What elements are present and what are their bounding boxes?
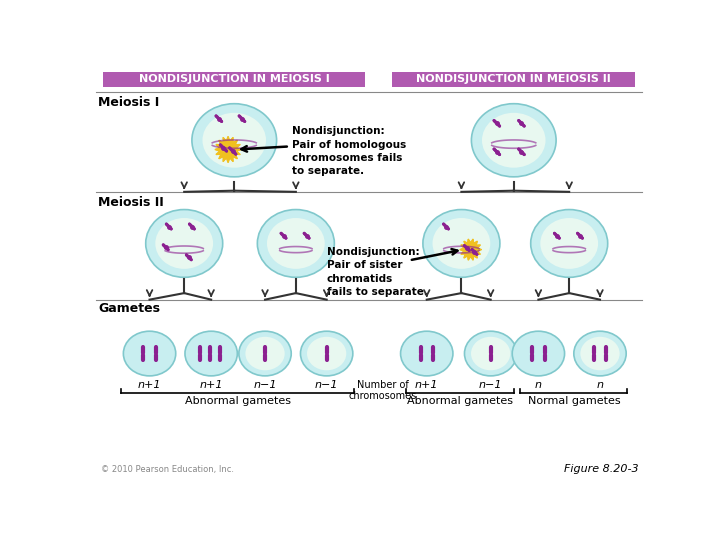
Ellipse shape — [156, 218, 213, 269]
Ellipse shape — [202, 113, 266, 168]
Text: © 2010 Pearson Education, Inc.: © 2010 Pearson Education, Inc. — [101, 465, 234, 475]
Ellipse shape — [433, 218, 490, 269]
Ellipse shape — [123, 331, 176, 376]
Ellipse shape — [540, 218, 598, 269]
Text: Gametes: Gametes — [98, 302, 160, 315]
Ellipse shape — [512, 331, 564, 376]
Text: n−1: n−1 — [315, 381, 338, 390]
Text: n+1: n+1 — [199, 381, 223, 390]
Ellipse shape — [423, 210, 500, 278]
Ellipse shape — [300, 331, 353, 376]
Text: Nondisjunction:
Pair of sister
chromatids
fails to separate.: Nondisjunction: Pair of sister chromatid… — [327, 247, 428, 297]
FancyBboxPatch shape — [392, 72, 634, 87]
Ellipse shape — [239, 331, 291, 376]
Ellipse shape — [185, 331, 238, 376]
Text: Normal gametes: Normal gametes — [528, 396, 620, 406]
Ellipse shape — [307, 337, 346, 370]
Text: Figure 8.20-3: Figure 8.20-3 — [564, 464, 639, 475]
Ellipse shape — [400, 331, 453, 376]
Text: n−1: n−1 — [479, 381, 503, 390]
Text: NONDISJUNCTION IN MEIOSIS I: NONDISJUNCTION IN MEIOSIS I — [139, 75, 330, 84]
Ellipse shape — [482, 113, 546, 168]
Ellipse shape — [464, 331, 517, 376]
Text: Number of
chromosomes: Number of chromosomes — [348, 380, 417, 401]
Text: NONDISJUNCTION IN MEIOSIS II: NONDISJUNCTION IN MEIOSIS II — [416, 75, 611, 84]
Ellipse shape — [472, 104, 556, 177]
Polygon shape — [215, 137, 241, 163]
Text: Nondisjunction:
Pair of homologous
chromosomes fails
to separate.: Nondisjunction: Pair of homologous chrom… — [292, 126, 406, 176]
Text: n−1: n−1 — [253, 381, 276, 390]
Ellipse shape — [267, 218, 325, 269]
Text: Meiosis II: Meiosis II — [98, 195, 163, 208]
Text: n+1: n+1 — [415, 381, 438, 390]
Text: n+1: n+1 — [138, 381, 161, 390]
Ellipse shape — [145, 210, 222, 278]
Ellipse shape — [257, 210, 334, 278]
Ellipse shape — [580, 337, 620, 370]
Text: Abnormal gametes: Abnormal gametes — [185, 396, 291, 406]
Text: Meiosis I: Meiosis I — [98, 96, 159, 109]
Polygon shape — [460, 239, 482, 260]
Text: n: n — [596, 381, 603, 390]
FancyBboxPatch shape — [104, 72, 365, 87]
Ellipse shape — [531, 210, 608, 278]
Ellipse shape — [246, 337, 284, 370]
Text: n: n — [535, 381, 542, 390]
Ellipse shape — [574, 331, 626, 376]
Ellipse shape — [192, 104, 276, 177]
Ellipse shape — [471, 337, 510, 370]
Text: Abnormal gametes: Abnormal gametes — [407, 396, 513, 406]
